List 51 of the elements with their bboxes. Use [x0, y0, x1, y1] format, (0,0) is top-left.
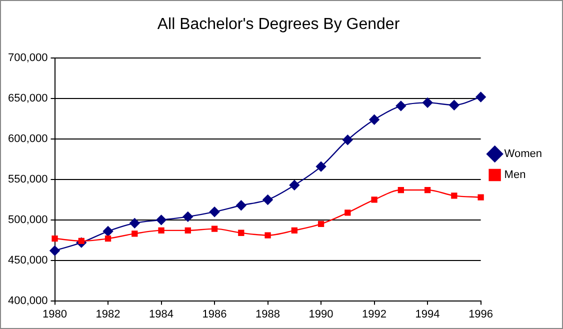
x-tick-label: 1988	[256, 308, 280, 320]
point	[50, 246, 60, 256]
y-tick-label: 650,000	[8, 92, 48, 105]
chart-title: All Bachelor's Degrees By Gender	[157, 16, 400, 34]
point	[449, 100, 460, 110]
point	[182, 212, 193, 222]
point	[369, 114, 380, 125]
y-tick-label: 550,000	[8, 174, 48, 186]
point	[238, 230, 244, 236]
y-tick-label: 700,000	[8, 52, 48, 64]
point	[371, 196, 378, 203]
point	[211, 226, 218, 232]
x-tick-label: 1994	[415, 308, 440, 320]
point	[262, 194, 273, 205]
legend-label: Men	[504, 169, 526, 182]
x-tick-label: 1982	[96, 308, 120, 320]
point	[264, 232, 271, 238]
y-tick-label: 450,000	[8, 254, 48, 266]
point	[316, 161, 326, 172]
point	[156, 214, 166, 226]
point	[318, 220, 324, 228]
y-tick-label: 600,000	[8, 133, 48, 146]
point	[52, 235, 58, 242]
y-tick-label: 400,000	[8, 294, 48, 307]
point	[291, 227, 298, 234]
point	[344, 210, 351, 216]
point	[184, 227, 191, 234]
point	[398, 186, 404, 194]
point	[158, 227, 164, 234]
point	[209, 206, 220, 217]
x-tick-label: 1980	[42, 308, 68, 320]
x-tick-label: 1992	[362, 308, 387, 320]
x-tick-label: 1986	[202, 308, 227, 320]
x-tick-label: 1996	[468, 308, 494, 320]
point	[424, 186, 431, 194]
point	[104, 235, 112, 242]
point	[396, 100, 406, 112]
point	[422, 98, 433, 108]
legend-label: Women	[504, 148, 542, 160]
point	[478, 194, 484, 200]
point	[342, 134, 353, 145]
x-tick-label: 1984	[149, 308, 174, 320]
point	[451, 192, 458, 199]
x-tick-label: 1990	[308, 308, 334, 320]
point	[132, 230, 138, 237]
point	[236, 200, 246, 210]
point	[289, 180, 300, 190]
point	[102, 226, 114, 236]
point	[130, 218, 140, 228]
point	[476, 92, 486, 102]
y-tick-label: 500,000	[8, 214, 48, 226]
